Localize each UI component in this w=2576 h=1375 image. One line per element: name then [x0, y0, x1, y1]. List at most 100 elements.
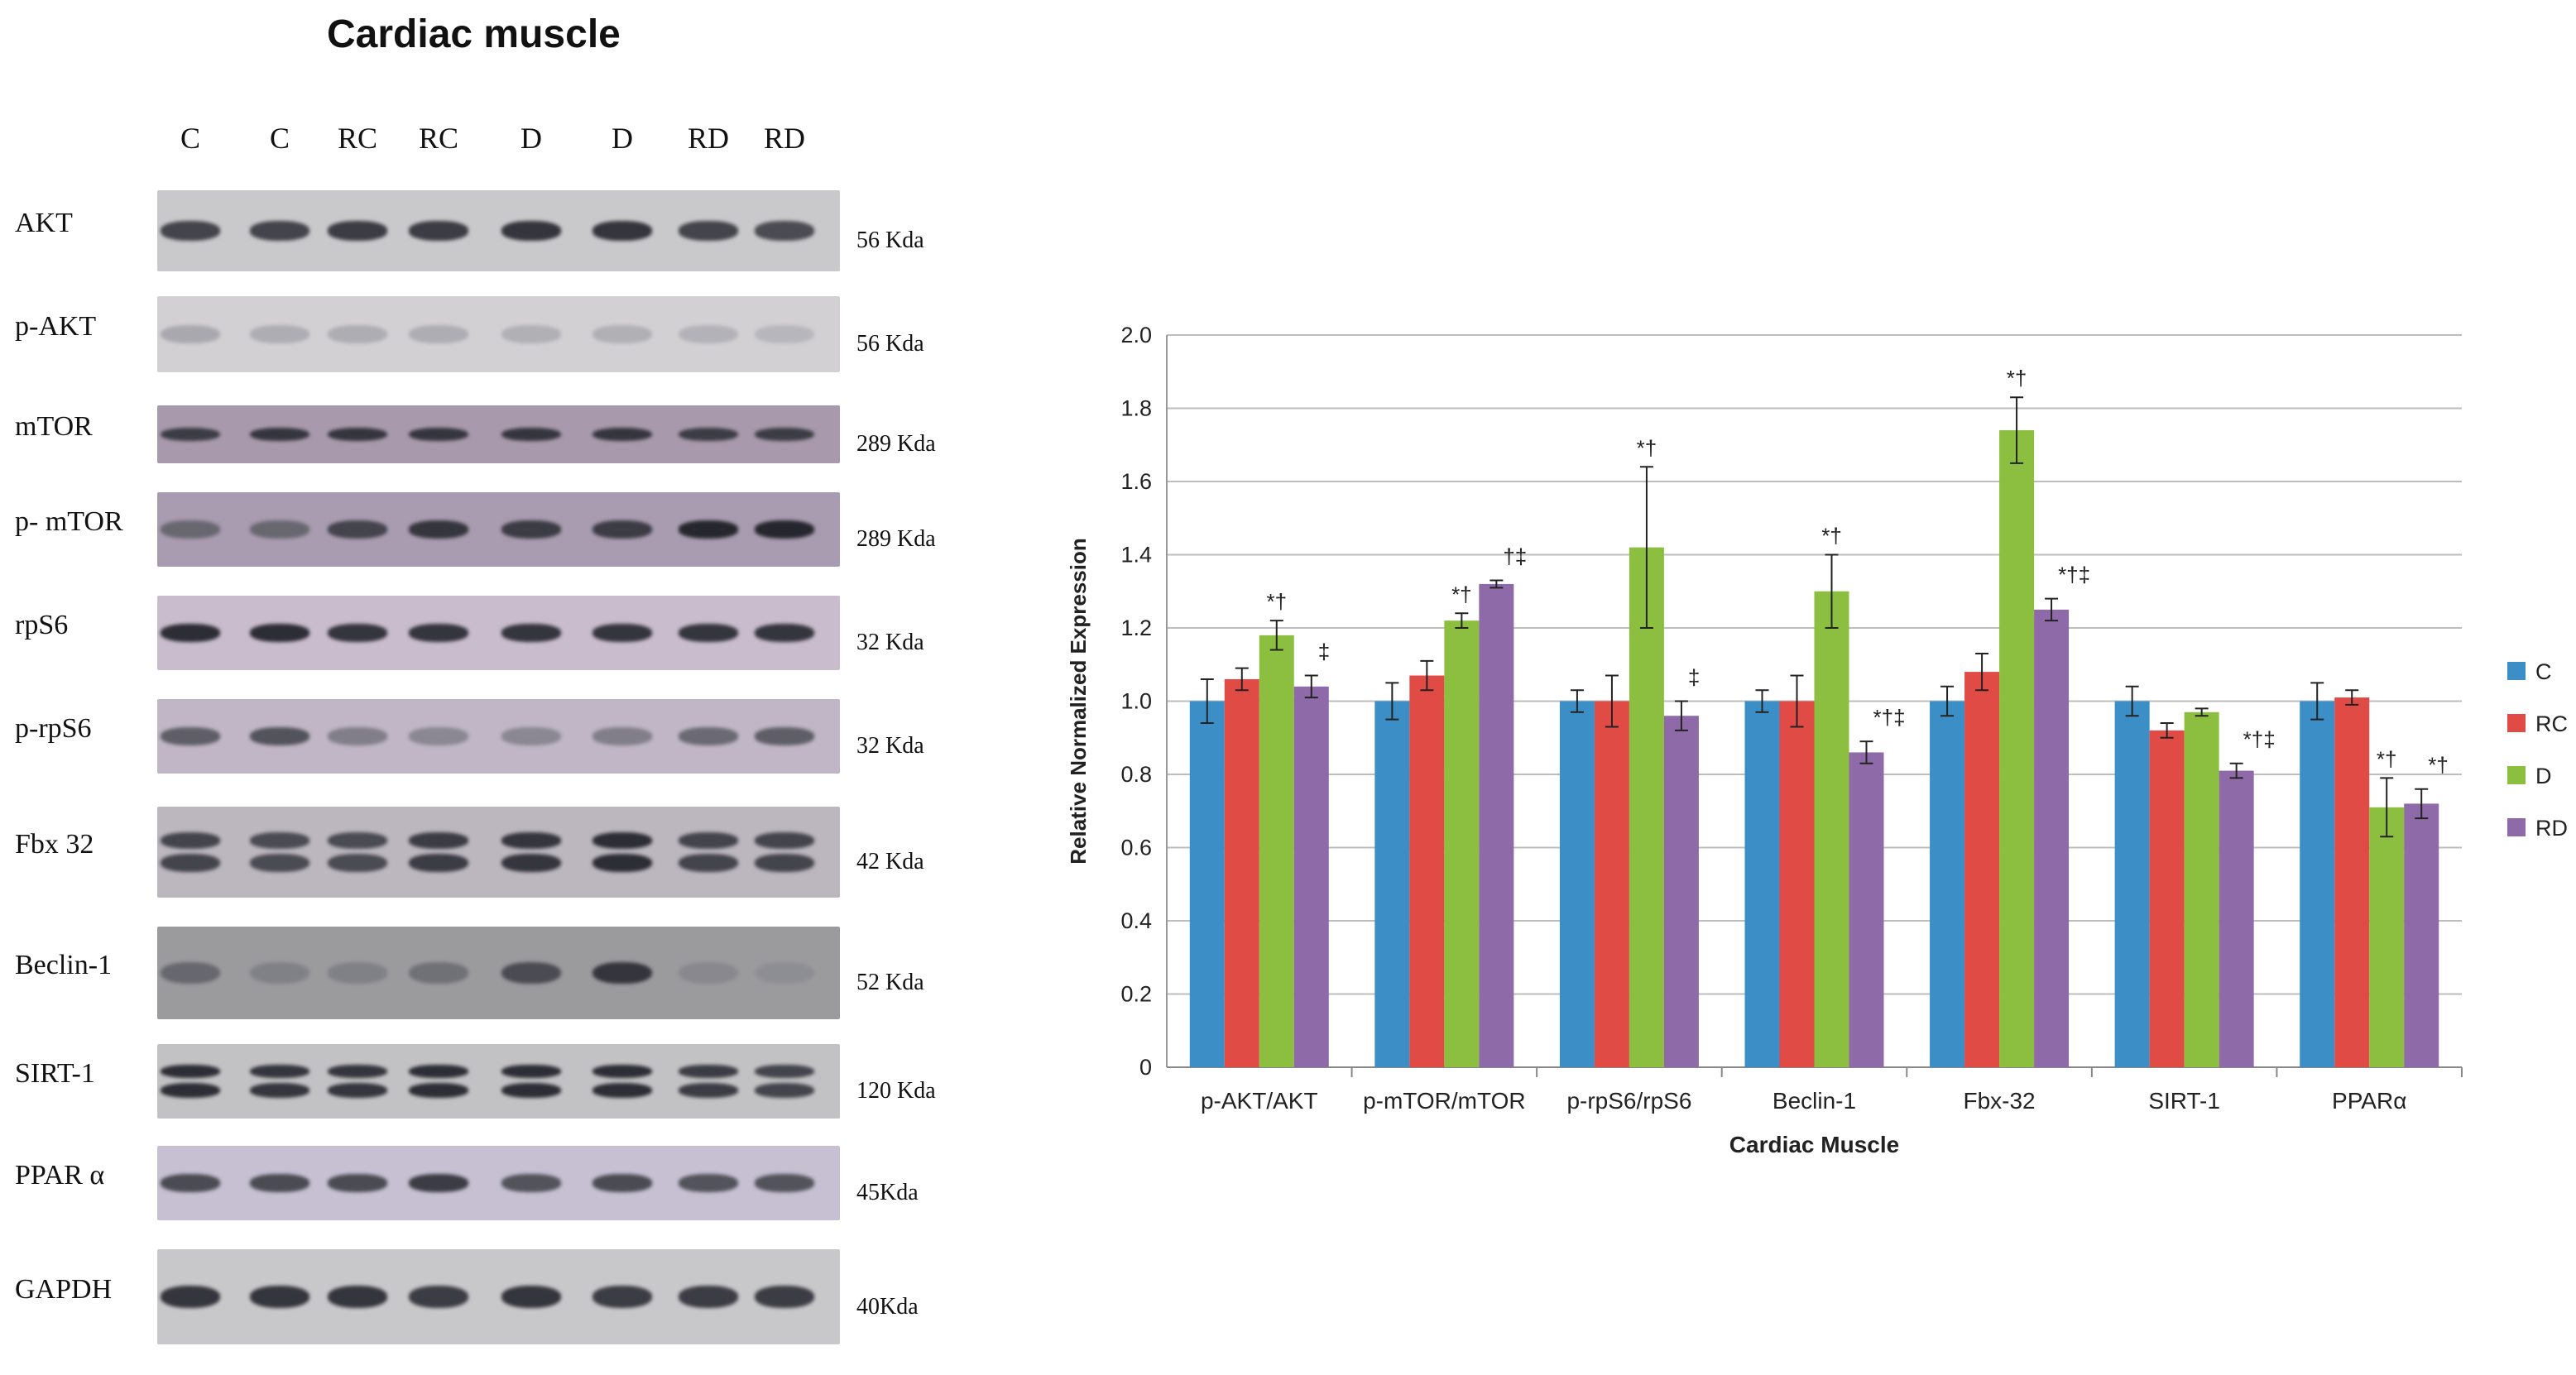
- blot-strip: [157, 190, 840, 271]
- legend-swatch: [2507, 662, 2526, 680]
- blot-strip: [157, 699, 840, 774]
- y-tick-label: 1.8: [1120, 396, 1152, 421]
- bar: [1224, 678, 1259, 1067]
- blot-band: [161, 961, 220, 985]
- bar: [1444, 620, 1480, 1067]
- y-tick-label: 0.2: [1120, 982, 1152, 1007]
- lane-label: D: [612, 122, 633, 155]
- blot-band: [755, 624, 814, 642]
- legend-swatch: [2507, 818, 2526, 836]
- protein-label: p-AKT: [15, 311, 97, 342]
- blot-band: [501, 831, 561, 849]
- legend-swatch: [2507, 766, 2526, 784]
- bar: [2149, 730, 2185, 1067]
- blot-strip: [157, 927, 840, 1019]
- blot-band: [328, 427, 387, 442]
- significance-label: *†‡: [1873, 705, 1906, 730]
- blot-band: [328, 624, 387, 642]
- kda-label: 56 Kda: [856, 331, 924, 357]
- blot-band: [250, 854, 309, 873]
- blot-band: [592, 624, 652, 642]
- blot-band: [592, 324, 652, 344]
- x-tick-label: PPARα: [2332, 1088, 2406, 1114]
- blot-band: [679, 831, 738, 849]
- blot-band: [328, 831, 387, 849]
- bar: [1479, 583, 1514, 1067]
- lane-label: RD: [763, 122, 805, 155]
- legend-label: D: [2535, 764, 2552, 788]
- blot-strip: [157, 596, 840, 670]
- blot-band: [755, 1285, 814, 1309]
- blot-band: [250, 961, 309, 985]
- bar: [1293, 686, 1329, 1067]
- blot-band: [161, 221, 220, 241]
- protein-label: SIRT-1: [15, 1058, 95, 1089]
- blot-band: [409, 1065, 468, 1079]
- y-tick-label: 1.0: [1120, 689, 1152, 714]
- y-tick-label: 0.8: [1120, 762, 1152, 787]
- bar: [2034, 609, 2070, 1067]
- legend-label: RC: [2535, 711, 2568, 736]
- lane-label: C: [269, 122, 290, 155]
- protein-label: rpS6: [15, 610, 69, 640]
- blot-band: [755, 831, 814, 849]
- blot-band: [409, 961, 468, 985]
- blot-band: [161, 727, 220, 745]
- legend-label: C: [2535, 659, 2552, 684]
- blot-band: [328, 1082, 387, 1098]
- blot-band: [409, 727, 468, 745]
- blot-band: [755, 324, 814, 344]
- protein-label: PPAR α: [15, 1160, 105, 1191]
- significance-label: *†: [1266, 589, 1287, 614]
- lane-label: RC: [337, 122, 378, 155]
- blot-band: [679, 1082, 738, 1098]
- blot-band: [592, 1174, 652, 1192]
- bar: [1930, 701, 1965, 1067]
- blot-band: [161, 831, 220, 849]
- blot-band: [501, 1082, 561, 1098]
- blot-band: [501, 961, 561, 985]
- bar: [1999, 430, 2035, 1067]
- blot-band: [161, 1065, 220, 1079]
- blot-band: [501, 221, 561, 241]
- bar: [1814, 591, 1849, 1067]
- kda-label: 42 Kda: [856, 849, 924, 874]
- blot-band: [679, 427, 738, 442]
- protein-label: AKT: [15, 208, 73, 238]
- blot-band: [250, 427, 309, 442]
- bars: *†‡*††‡*†‡*†*†‡*†*†‡*†‡*† *†: [1189, 366, 2449, 1067]
- significance-label: *†‡: [2243, 727, 2276, 752]
- significance-label: *†: [1451, 582, 1472, 606]
- blot-band: [592, 854, 652, 873]
- blot-band: [161, 624, 220, 642]
- blot-band: [592, 1082, 652, 1098]
- blot-band: [755, 1082, 814, 1098]
- bar: [1189, 701, 1225, 1067]
- blot-band: [409, 854, 468, 873]
- blot-strip: [157, 492, 840, 567]
- kda-label: 32 Kda: [856, 630, 924, 655]
- x-axis-ticks: p-AKT/AKT p-mTOR/mTOR p-rpS6/rpS6 Beclin-1 F…: [1201, 1067, 2463, 1114]
- x-tick-label: p-mTOR/mTOR: [1363, 1088, 1526, 1114]
- blot-band: [409, 427, 468, 442]
- blot-band: [328, 727, 387, 745]
- blot-band: [592, 520, 652, 539]
- blot-band: [501, 727, 561, 745]
- blot-band: [409, 324, 468, 344]
- bar: [1964, 672, 2000, 1067]
- lane-label: RD: [687, 122, 729, 155]
- blot-band: [161, 324, 220, 344]
- significance-label: *†: [1637, 435, 1657, 460]
- blot-band: [755, 961, 814, 985]
- blot-band: [161, 520, 220, 539]
- significance-label: †‡: [1503, 544, 1527, 568]
- protein-label: Beclin-1: [15, 950, 113, 980]
- blot-band: [501, 520, 561, 539]
- blot-band: [161, 1082, 220, 1098]
- y-tick-label: 0.4: [1120, 908, 1152, 933]
- blot-band: [679, 624, 738, 642]
- x-tick-label: SIRT-1: [2148, 1088, 2220, 1114]
- blot-strip: [157, 405, 840, 463]
- significance-label: ‡: [1688, 665, 1700, 690]
